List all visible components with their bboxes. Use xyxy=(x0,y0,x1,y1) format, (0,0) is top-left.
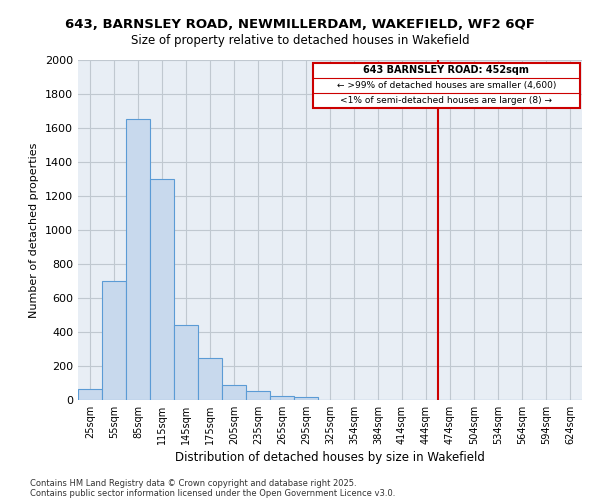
Bar xyxy=(174,325,198,400)
Text: Contains public sector information licensed under the Open Government Licence v3: Contains public sector information licen… xyxy=(30,488,395,498)
Bar xyxy=(222,384,246,400)
Bar xyxy=(126,120,150,400)
FancyBboxPatch shape xyxy=(313,62,580,108)
Text: 643, BARNSLEY ROAD, NEWMILLERDAM, WAKEFIELD, WF2 6QF: 643, BARNSLEY ROAD, NEWMILLERDAM, WAKEFI… xyxy=(65,18,535,30)
Text: 643 BARNSLEY ROAD: 452sqm: 643 BARNSLEY ROAD: 452sqm xyxy=(364,65,529,75)
Bar xyxy=(198,358,222,400)
Text: Size of property relative to detached houses in Wakefield: Size of property relative to detached ho… xyxy=(131,34,469,47)
Text: <1% of semi-detached houses are larger (8) →: <1% of semi-detached houses are larger (… xyxy=(340,96,553,106)
X-axis label: Distribution of detached houses by size in Wakefield: Distribution of detached houses by size … xyxy=(175,451,485,464)
Bar xyxy=(246,390,270,400)
Y-axis label: Number of detached properties: Number of detached properties xyxy=(29,142,40,318)
Text: ← >99% of detached houses are smaller (4,600): ← >99% of detached houses are smaller (4… xyxy=(337,81,556,90)
Bar xyxy=(102,281,126,400)
Text: Contains HM Land Registry data © Crown copyright and database right 2025.: Contains HM Land Registry data © Crown c… xyxy=(30,478,356,488)
Bar xyxy=(270,396,294,400)
Bar xyxy=(294,396,318,400)
Bar xyxy=(150,179,174,400)
Bar xyxy=(78,389,102,400)
